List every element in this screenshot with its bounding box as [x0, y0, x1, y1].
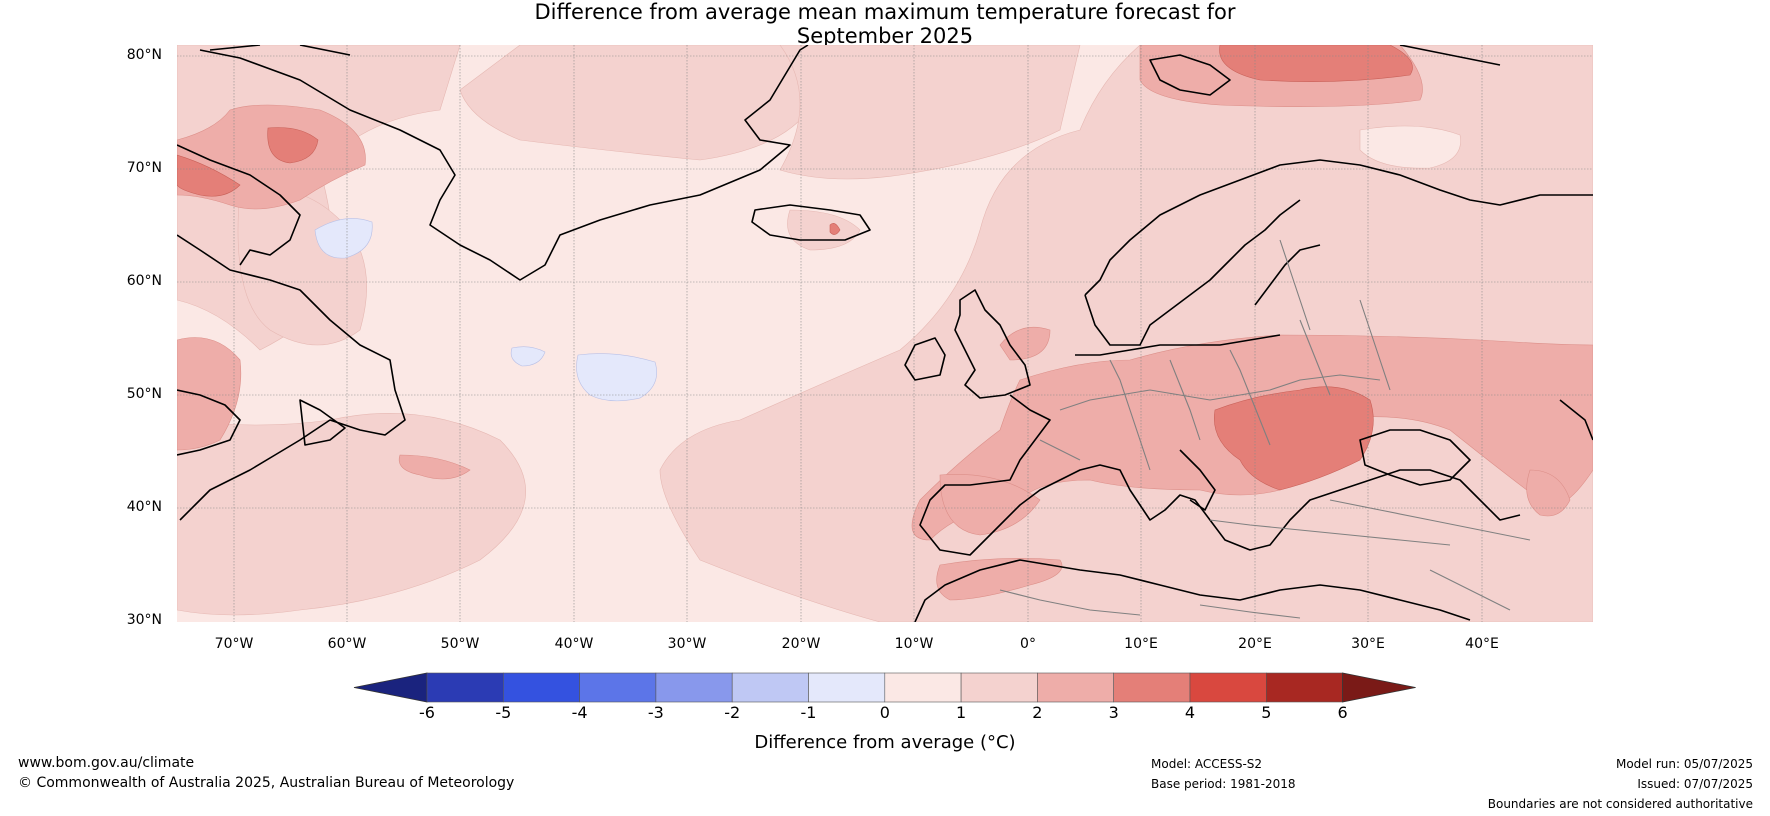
footer-website: www.bom.gov.au/climate — [18, 755, 195, 771]
lat-label-30n: 30°N — [126, 612, 162, 628]
colorbar-tick-label: 0 — [879, 703, 890, 722]
title-line-1: Difference from average mean maximum tem… — [534, 0, 1236, 24]
lat-label-60n: 60°N — [126, 273, 162, 289]
colorbar-tick-label: -6 — [419, 703, 435, 722]
lon-label-60w: 60°W — [327, 636, 367, 652]
colorbar-segment — [1266, 672, 1343, 703]
footer-disclaimer: Boundaries are not considered authoritat… — [1487, 797, 1753, 811]
colorbar-extend-low — [353, 672, 428, 703]
colorbar-segment — [1113, 672, 1191, 703]
lon-label-30e: 30°E — [1351, 636, 1385, 652]
lon-label-40w: 40°W — [554, 636, 594, 652]
colorbar-segment — [579, 672, 657, 703]
colorbar — [353, 672, 1416, 703]
colorbar-tick-label: 6 — [1337, 703, 1348, 722]
map-title: Difference from average mean maximum tem… — [0, 0, 1770, 48]
colorbar-tick-label: 4 — [1184, 703, 1196, 722]
colorbar-segment — [808, 672, 886, 703]
lon-label-10e: 10°E — [1124, 636, 1158, 652]
colorbar-label: Difference from average (°C) — [754, 732, 1016, 753]
lat-label-70n: 70°N — [126, 160, 162, 176]
anomaly-cool-patch-arctic — [1359, 125, 1461, 169]
lon-label-10w: 10°W — [894, 636, 934, 652]
lon-label-70w: 70°W — [214, 636, 254, 652]
colorbar-tick-label: 5 — [1261, 703, 1272, 722]
lon-label-50w: 50°W — [440, 636, 480, 652]
colorbar-segment — [884, 672, 962, 703]
footer-base-period: Base period: 1981-2018 — [1151, 777, 1296, 791]
lat-label-50n: 50°N — [126, 386, 162, 402]
colorbar-extend-high — [1342, 672, 1416, 703]
lon-label-30w: 30°W — [667, 636, 707, 652]
colorbar-tick-label: 2 — [1032, 703, 1043, 722]
colorbar-segment — [426, 672, 504, 703]
title-line-2: September 2025 — [796, 24, 974, 48]
colorbar-tick-label: -2 — [724, 703, 741, 722]
colorbar-tick-label: -3 — [647, 703, 664, 722]
colorbar-tick-label: 1 — [956, 703, 967, 722]
footer-model-run: Model run: 05/07/2025 — [1615, 757, 1753, 771]
colorbar-segment — [1037, 672, 1115, 703]
colorbar-segment — [502, 672, 580, 703]
coastlines — [177, 45, 1593, 622]
anomaly-negative-regions — [314, 218, 657, 402]
lon-label-0: 0° — [1020, 636, 1036, 652]
lon-label-40e: 40°E — [1465, 636, 1499, 652]
colorbar-tick-label: -5 — [495, 703, 512, 722]
colorbar-segment — [1189, 672, 1267, 703]
lat-label-80n: 80°N — [126, 47, 162, 63]
anomaly-3-4-regions — [177, 45, 1413, 491]
lon-label-20w: 20°W — [781, 636, 821, 652]
colorbar-tick-label: 3 — [1108, 703, 1119, 722]
colorbar-segment — [655, 672, 733, 703]
map-panel — [177, 45, 1593, 622]
colorbar-tick-label: -1 — [800, 703, 817, 722]
footer-issued: Issued: 07/07/2025 — [1637, 777, 1753, 791]
colorbar-segment — [960, 672, 1038, 703]
colorbar-tick-label: -4 — [571, 703, 588, 722]
colorbar-segment — [731, 672, 809, 703]
footer-copyright: © Commonwealth of Australia 2025, Austra… — [18, 775, 515, 791]
graticule — [177, 45, 1593, 622]
lon-label-20e: 20°E — [1238, 636, 1272, 652]
footer-model: Model: ACCESS-S2 — [1151, 757, 1263, 771]
lat-label-40n: 40°N — [126, 499, 162, 515]
country-borders — [999, 239, 1531, 619]
